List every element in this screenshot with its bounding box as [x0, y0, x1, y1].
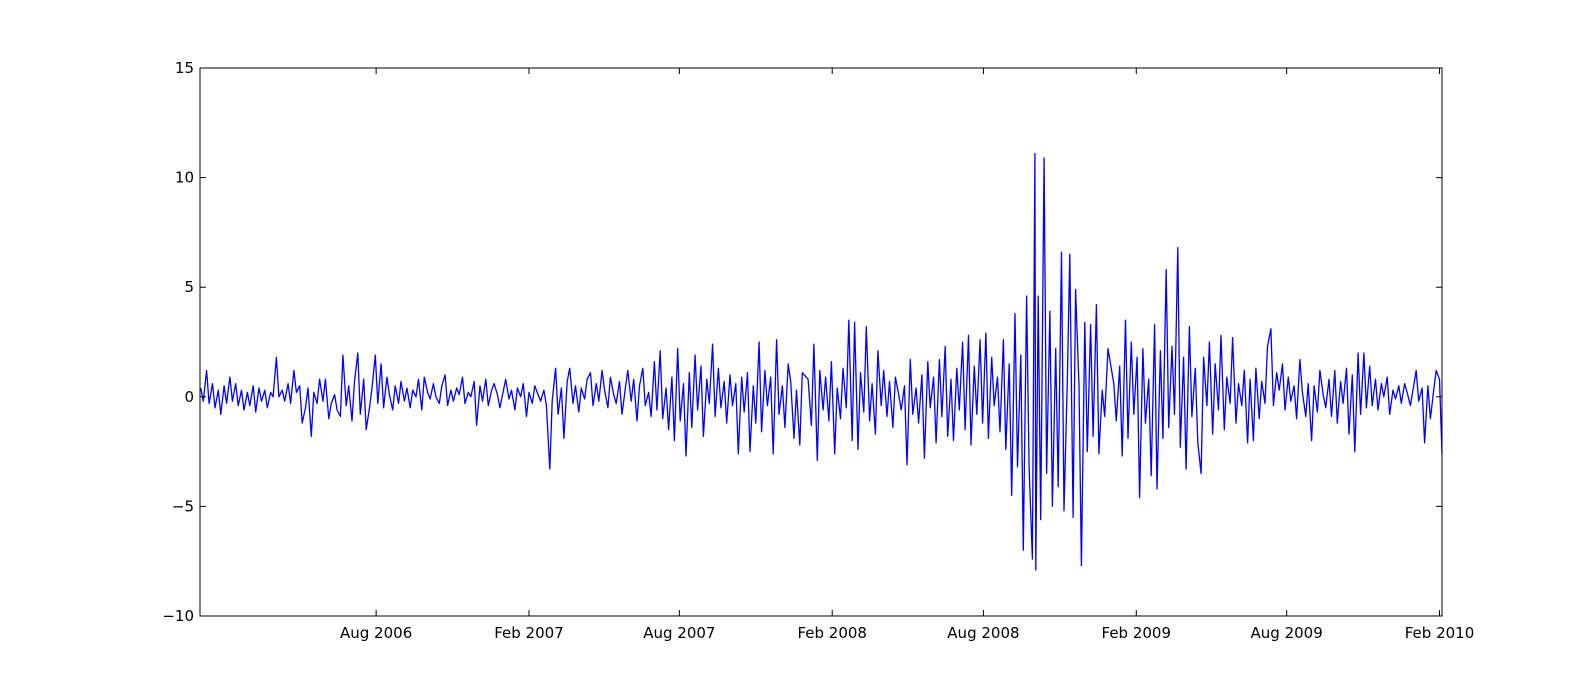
x-tick-label: Feb 2010 — [1405, 624, 1475, 642]
y-tick-label: 0 — [184, 388, 194, 406]
x-tick-label: Aug 2009 — [1251, 624, 1323, 642]
y-tick-label: −5 — [172, 497, 194, 515]
x-tick-label: Aug 2008 — [947, 624, 1019, 642]
y-axis: 15 10 5 0 −5 −10 — [162, 59, 1442, 625]
y-tick-label: 5 — [184, 278, 194, 296]
y-tick-label: 10 — [175, 169, 194, 187]
x-tick-label: Aug 2006 — [340, 624, 412, 642]
series-layer — [200, 152, 1443, 571]
x-tick-label: Feb 2008 — [797, 624, 867, 642]
x-tick-label: Feb 2007 — [494, 624, 564, 642]
y-tick-label: 15 — [175, 59, 194, 77]
series-line-0 — [200, 152, 1443, 571]
plot-frame — [199, 67, 1443, 617]
y-tick-label: −10 — [162, 607, 194, 625]
x-tick-label: Aug 2007 — [643, 624, 715, 642]
x-axis: Aug 2006 Feb 2007 Aug 2007 Feb 2008 Aug 2008… — [340, 68, 1474, 642]
x-tick-label: Feb 2009 — [1102, 624, 1172, 642]
